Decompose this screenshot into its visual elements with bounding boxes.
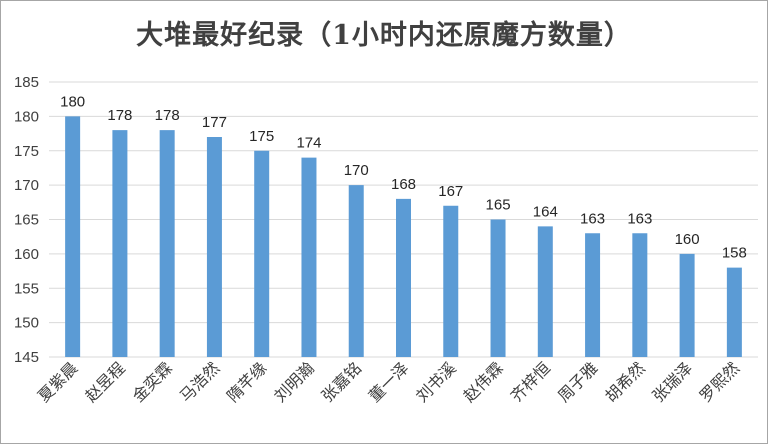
- x-category-label: 隋芊缘: [223, 358, 270, 405]
- y-tick-label: 160: [14, 246, 39, 263]
- x-category-label: 夏紫晨: [34, 358, 81, 405]
- data-label: 175: [249, 128, 274, 145]
- chart-title: 大堆最好纪录（1小时内还原魔方数量）: [136, 20, 632, 51]
- y-axis-ticks: 145 150 155 160 165 170 175 180 185: [14, 74, 39, 366]
- bars: [65, 116, 742, 357]
- data-label: 168: [391, 176, 416, 193]
- x-category-label: 刘明瀚: [270, 358, 317, 405]
- bar-8: [396, 198, 411, 357]
- x-category-label: 张嘉铭: [318, 358, 365, 405]
- data-label: 178: [155, 107, 180, 124]
- x-category-label: 刘书溪: [412, 358, 459, 405]
- data-label: 164: [533, 203, 558, 220]
- y-tick-label: 155: [14, 280, 39, 297]
- y-tick-label: 185: [14, 74, 39, 91]
- y-tick-label: 145: [14, 349, 39, 366]
- data-label: 177: [202, 114, 227, 131]
- x-category-label: 董一泽: [365, 358, 412, 405]
- y-tick-label: 180: [14, 108, 39, 125]
- data-label: 180: [60, 93, 85, 110]
- bar-10: [490, 219, 506, 357]
- x-category-label: 罗熙然: [696, 358, 743, 405]
- bar-11: [537, 226, 553, 357]
- data-label: 178: [107, 107, 132, 124]
- bar-2: [112, 130, 128, 357]
- x-axis-categories: 夏紫晨 赵昱程 金奕霖 马浩然 隋芊缘 刘明瀚 张嘉铭 董一泽 刘书溪 赵伟霖 齐梓恒 周子雅 胡希然张…: [34, 358, 743, 405]
- data-label: 170: [344, 162, 369, 179]
- data-label: 165: [486, 197, 511, 214]
- bar-7: [348, 185, 364, 357]
- bar-9: [443, 205, 459, 357]
- bar-3: [159, 130, 175, 357]
- data-labels: 180 178 178 177 175 174 170 168 167 165 164 163 163 1…: [60, 93, 747, 261]
- y-tick-label: 170: [14, 177, 39, 194]
- x-category-label: 金奕霖: [129, 358, 176, 405]
- data-label: 163: [580, 210, 605, 227]
- y-tick-label: 165: [14, 212, 39, 229]
- y-tick-label: 150: [14, 315, 39, 332]
- x-category-label: 齐梓恒: [507, 358, 554, 405]
- bar-12: [585, 233, 601, 357]
- bar-13: [632, 233, 648, 357]
- bar-6: [301, 157, 317, 357]
- y-tick-label: 175: [14, 143, 39, 160]
- x-category-label: 张瑞泽: [649, 358, 696, 405]
- x-category-label: 马浩然: [176, 358, 223, 405]
- x-category-label: 周子雅: [554, 358, 601, 405]
- data-label: 163: [627, 210, 652, 227]
- bar-14: [679, 253, 695, 357]
- bar-4: [206, 137, 222, 357]
- x-category-label: 胡希然: [601, 358, 648, 405]
- data-label: 158: [722, 245, 747, 262]
- x-category-label: 赵伟霖: [459, 358, 506, 405]
- bar-15: [726, 267, 742, 357]
- bar-5: [254, 150, 270, 357]
- data-label: 167: [438, 183, 463, 200]
- x-category-label: 赵昱程: [81, 358, 128, 405]
- data-label: 160: [675, 231, 700, 248]
- data-label: 174: [296, 135, 321, 152]
- bar-1: [65, 116, 81, 357]
